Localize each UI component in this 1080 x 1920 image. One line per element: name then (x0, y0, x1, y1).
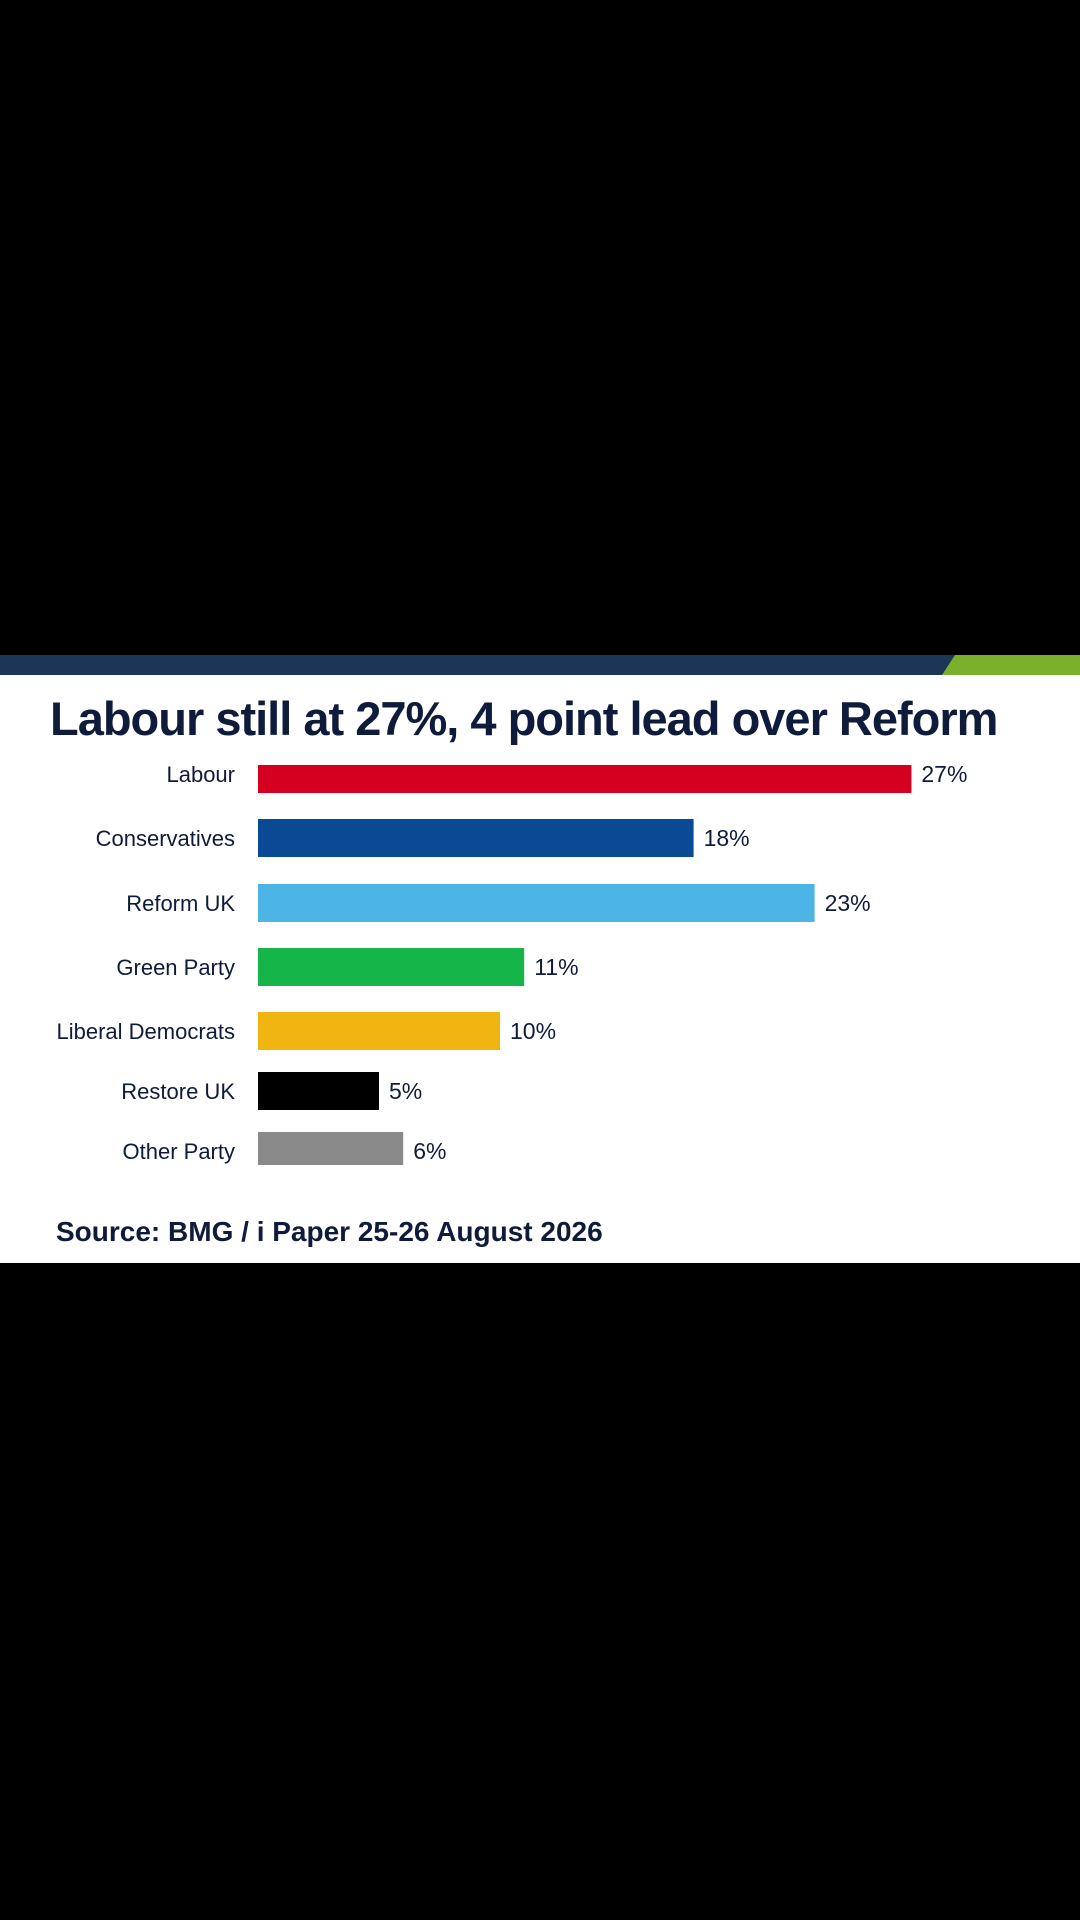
category-label: Other Party (123, 1139, 235, 1164)
category-label: Green Party (116, 955, 235, 980)
source-note: Source: BMG / i Paper 25-26 August 2026 (56, 1216, 603, 1247)
bar-chart: Labour 27% Conservatives 18% Reform UK 23% Gre… (56, 765, 967, 1165)
bar (258, 948, 525, 986)
category-label: Restore UK (121, 1079, 235, 1104)
bar (258, 1132, 404, 1165)
bar (258, 884, 815, 922)
value-label: 10% (510, 1018, 556, 1044)
chart-card: Labour still at 27%, 4 point lead over R… (0, 655, 1080, 1263)
topbar-navy-stripe (0, 655, 1080, 675)
chart-title: Labour still at 27%, 4 point lead over R… (50, 692, 998, 745)
category-label: Labour (166, 765, 235, 787)
category-label: Conservatives (96, 826, 235, 851)
bar (258, 819, 694, 857)
bar (258, 1072, 379, 1110)
top-accent-bar (0, 655, 1080, 675)
topbar-green-stripe (942, 655, 1080, 675)
value-label: 27% (921, 765, 967, 787)
bar (258, 765, 912, 793)
value-label: 6% (413, 1138, 446, 1164)
category-label: Liberal Democrats (56, 1019, 235, 1044)
value-label: 5% (389, 1078, 422, 1104)
value-label: 23% (825, 890, 871, 916)
category-label: Reform UK (126, 891, 235, 916)
bar (258, 1012, 500, 1050)
value-label: 11% (534, 954, 578, 980)
value-label: 18% (704, 825, 750, 851)
